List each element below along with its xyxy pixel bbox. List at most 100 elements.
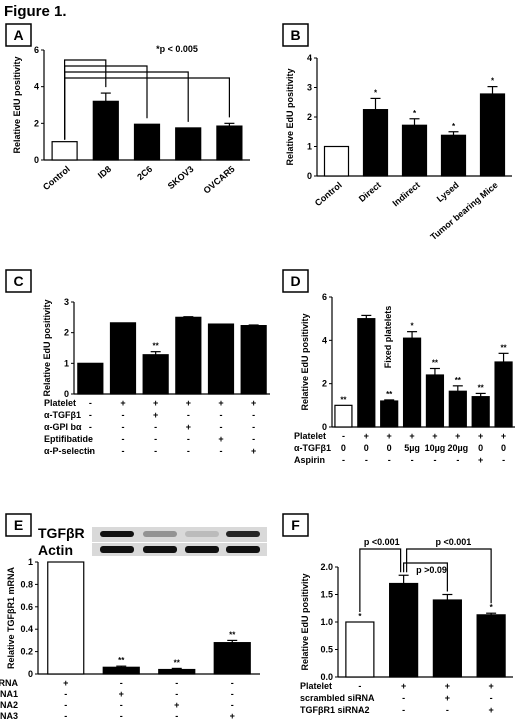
blot-strip-tgfbr: [92, 527, 267, 542]
blot-strip-actin: [92, 543, 267, 556]
table-cell: 20µg: [447, 443, 468, 453]
chart-panel-B: 0 1 2 3 4 Relative EdU positivity * * * * Control D…: [285, 53, 512, 242]
table-cell: +: [445, 681, 450, 691]
y-tick-label: 0.2: [20, 647, 33, 657]
table-cell: -: [154, 434, 157, 444]
table-cell: -: [187, 446, 190, 456]
y-axis-label: Relative EdU positivity: [300, 573, 310, 670]
table-cell: -: [402, 705, 405, 715]
significance-mark: **: [340, 395, 347, 404]
table-row-label: TGFβR1 siRNA3: [0, 711, 18, 721]
panel-label-F: F: [291, 517, 300, 533]
table-row-label: TGFβR1 siRNA1: [0, 689, 18, 699]
category-label: 2C6: [135, 164, 154, 182]
bar: [479, 93, 506, 177]
table-cell: -: [252, 434, 255, 444]
table-cell: -: [358, 705, 361, 715]
panel-label-box-C: [5, 269, 32, 293]
table-cell: -: [411, 455, 414, 465]
category-label: Tumor bearing Mice: [428, 180, 499, 242]
bar: [334, 404, 353, 428]
bar: [476, 614, 506, 678]
y-tick-label: 1: [28, 557, 33, 567]
table-cell: -: [446, 705, 449, 715]
table-cell: -: [154, 446, 157, 456]
table-cell: -: [231, 678, 234, 688]
table-cell: 0: [387, 443, 392, 453]
blot-band-tgfbr: [226, 531, 260, 537]
table-cell: -: [365, 455, 368, 465]
table-cell: -: [433, 455, 436, 465]
y-tick-label: 6: [322, 292, 327, 302]
category-label: Direct: [357, 180, 383, 204]
significance-text: *p < 0.005: [156, 44, 198, 54]
significance-mark: **: [478, 383, 485, 392]
table-row-label: α-TGFβ1: [294, 443, 331, 453]
bar: [432, 599, 462, 678]
table-cell: -: [154, 422, 157, 432]
bar: [133, 123, 161, 161]
table-cell: +: [174, 700, 179, 710]
significance-mark: **: [153, 342, 160, 351]
category-label: Control: [41, 164, 72, 192]
chart-panel-A: 0 2 4 6 Relative EdU positivity Control ID8 2C6…: [12, 44, 250, 196]
table-cell: 0: [341, 443, 346, 453]
y-tick-label: 0: [64, 389, 69, 399]
table-cell: +: [488, 681, 493, 691]
table-cell: +: [251, 398, 256, 408]
bar: [175, 316, 202, 395]
y-axis-label: Relative TGFβR1 mRNA: [6, 566, 16, 669]
table-row-label: Platelet: [44, 398, 76, 408]
comparison-bracket: [403, 562, 448, 592]
bar: [401, 124, 428, 177]
y-tick-label: 4: [322, 335, 327, 345]
table-row-label: scrambled siRNA: [300, 693, 375, 703]
y-axis-label: Relative EdU positivity: [12, 56, 22, 153]
bar: [494, 361, 513, 428]
table-cell: -: [220, 422, 223, 432]
panel-label-A: A: [13, 27, 23, 43]
significance-mark: *: [490, 603, 494, 612]
table-cell: +: [387, 431, 392, 441]
bar: [425, 374, 445, 428]
table-cell: +: [153, 410, 158, 420]
panel-label-D: D: [290, 273, 300, 289]
table-cell: -: [175, 711, 178, 721]
significance-mark: *: [413, 109, 417, 118]
bar: [216, 125, 243, 161]
table-cell: +: [401, 681, 406, 691]
table-cell: -: [358, 681, 361, 691]
y-tick-label: 1: [307, 142, 312, 152]
bar: [213, 642, 251, 675]
bar: [175, 127, 202, 161]
table-cell: +: [119, 689, 124, 699]
category-label: Indirect: [390, 180, 421, 209]
blot-band-actin: [185, 546, 219, 553]
blot-band-actin: [143, 546, 177, 553]
bar: [471, 396, 490, 428]
table-row-label: Eptifibatide: [44, 434, 93, 444]
table-cell: -: [120, 711, 123, 721]
chart-panel-F: 0.0 0.5 1.0 1.5 2.0 Relative EdU positivity * *…: [300, 537, 513, 715]
table-cell: -: [342, 431, 345, 441]
bar: [323, 145, 350, 177]
bar: [240, 325, 267, 395]
y-tick-label: 2: [34, 118, 39, 128]
y-tick-label: 4: [307, 53, 312, 63]
comparison-bracket: [359, 548, 402, 612]
p-value-label: p >0.09: [416, 565, 447, 575]
y-tick-label: 0.0: [320, 672, 333, 682]
bar: [92, 100, 119, 161]
table-cell: +: [445, 693, 450, 703]
bar: [389, 582, 419, 678]
bar: [380, 400, 399, 428]
y-tick-label: 6: [34, 45, 39, 55]
bar: [357, 318, 376, 428]
blot-band-tgfbr: [100, 531, 134, 537]
table-cell: +: [488, 705, 493, 715]
y-tick-label: 0: [28, 669, 33, 679]
y-axis-label: Relative EdU positivity: [285, 68, 295, 165]
bar: [448, 390, 467, 428]
